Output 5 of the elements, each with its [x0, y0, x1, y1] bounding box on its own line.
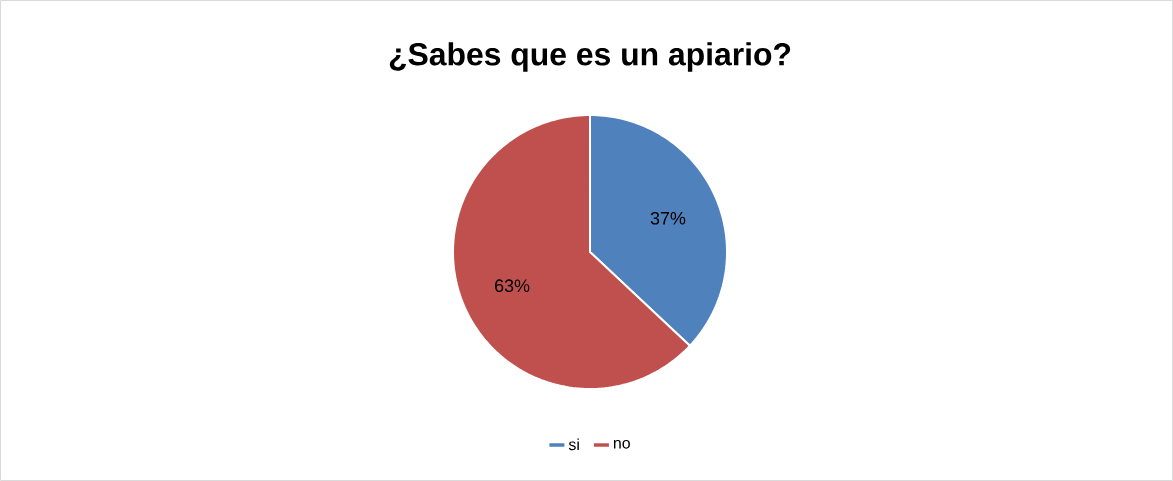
chart-title: ¿Sabes que es un apiario? [389, 42, 791, 72]
legend-label: no [613, 439, 630, 449]
legend-label: si [568, 438, 579, 451]
data-label: 63% [495, 279, 530, 293]
data-label: 37% [650, 211, 686, 225]
